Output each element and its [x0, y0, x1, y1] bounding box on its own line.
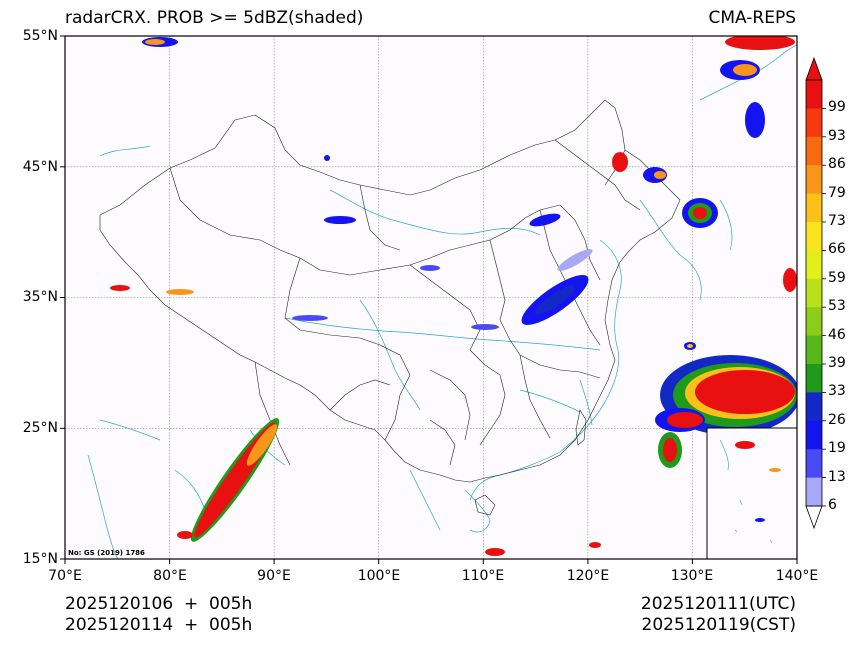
colorbar-max-arrow	[805, 56, 823, 81]
inset-map-box	[706, 427, 797, 559]
colorbar-label: 46	[828, 326, 846, 343]
valid-cst: 2025120119(CST)	[641, 615, 796, 635]
colorbar-label: 53	[828, 298, 846, 315]
lat-label-25: 25°N	[22, 420, 58, 436]
colorbar-label: 59	[828, 269, 846, 286]
colorbar-label: 26	[828, 411, 846, 428]
lon-label-110: 110°E	[461, 568, 505, 584]
lat-label-45: 45°N	[22, 159, 58, 175]
colorbar-segment	[806, 392, 822, 422]
lat-label-35: 35°N	[22, 289, 58, 305]
colorbar-segment	[806, 420, 822, 450]
rivers-coastlines	[87, 44, 797, 559]
colorbar-label: 66	[828, 241, 846, 258]
colorbar-label: 39	[828, 355, 846, 371]
colorbar-segment	[806, 222, 822, 251]
colorbar-segment	[806, 307, 822, 337]
colorbar-segment	[806, 278, 822, 308]
colorbar-label: 93	[828, 127, 846, 144]
lon-label-120: 120°E	[566, 568, 610, 584]
colorbar-label: 86	[828, 156, 846, 173]
lon-label-140: 140°E	[775, 568, 819, 584]
colorbar-segment	[806, 136, 822, 166]
gridlines	[65, 36, 797, 559]
lat-label-55: 55°N	[22, 28, 58, 44]
init-utc: 2025120106 + 005h	[65, 594, 253, 614]
init-cst: 2025120114 + 005h	[65, 615, 253, 635]
colorbar-label: 33	[828, 383, 846, 400]
colorbar-min-arrow	[805, 505, 823, 530]
lon-label-100: 100°E	[357, 568, 401, 584]
map-note: No: GS (2019) 1786	[68, 549, 145, 557]
colorbar-segment	[806, 335, 822, 365]
colorbar-frame	[805, 79, 823, 507]
lon-label-80: 80°E	[153, 568, 187, 584]
colorbar-segment	[806, 193, 822, 223]
valid-time-block: 2025120111(UTC) 2025120119(CST)	[641, 594, 796, 636]
colorbar-label: 99	[828, 99, 846, 116]
lon-label-90: 90°E	[257, 568, 291, 584]
lat-label-15: 15°N	[22, 551, 58, 567]
colorbar-label: 13	[828, 468, 846, 485]
colorbar-segment	[806, 449, 822, 479]
colorbar-segment	[806, 108, 822, 138]
colorbar-label: 79	[828, 184, 846, 201]
colorbar-label: 6	[828, 497, 837, 513]
shaded-probability	[110, 36, 797, 556]
lon-label-70: 70°E	[48, 568, 82, 584]
chart-title: radarCRX. PROB >= 5dBZ(shaded)	[65, 8, 364, 28]
init-time-block: 2025120106 + 005h 2025120114 + 005h	[65, 594, 252, 636]
tick-marks	[60, 35, 798, 564]
lon-label-130: 130°E	[670, 568, 714, 584]
colorbar-segment	[806, 80, 822, 109]
model-name: CMA-REPS	[708, 8, 796, 28]
admin-borders	[99, 99, 681, 516]
colorbar	[805, 56, 826, 530]
colorbar-segment	[806, 250, 822, 280]
colorbar-segment	[806, 477, 822, 507]
colorbar-label: 19	[828, 440, 846, 457]
colorbar-segment	[806, 364, 822, 393]
valid-utc: 2025120111(UTC)	[640, 594, 796, 614]
colorbar-label: 73	[828, 213, 846, 229]
colorbar-segment	[806, 165, 822, 195]
